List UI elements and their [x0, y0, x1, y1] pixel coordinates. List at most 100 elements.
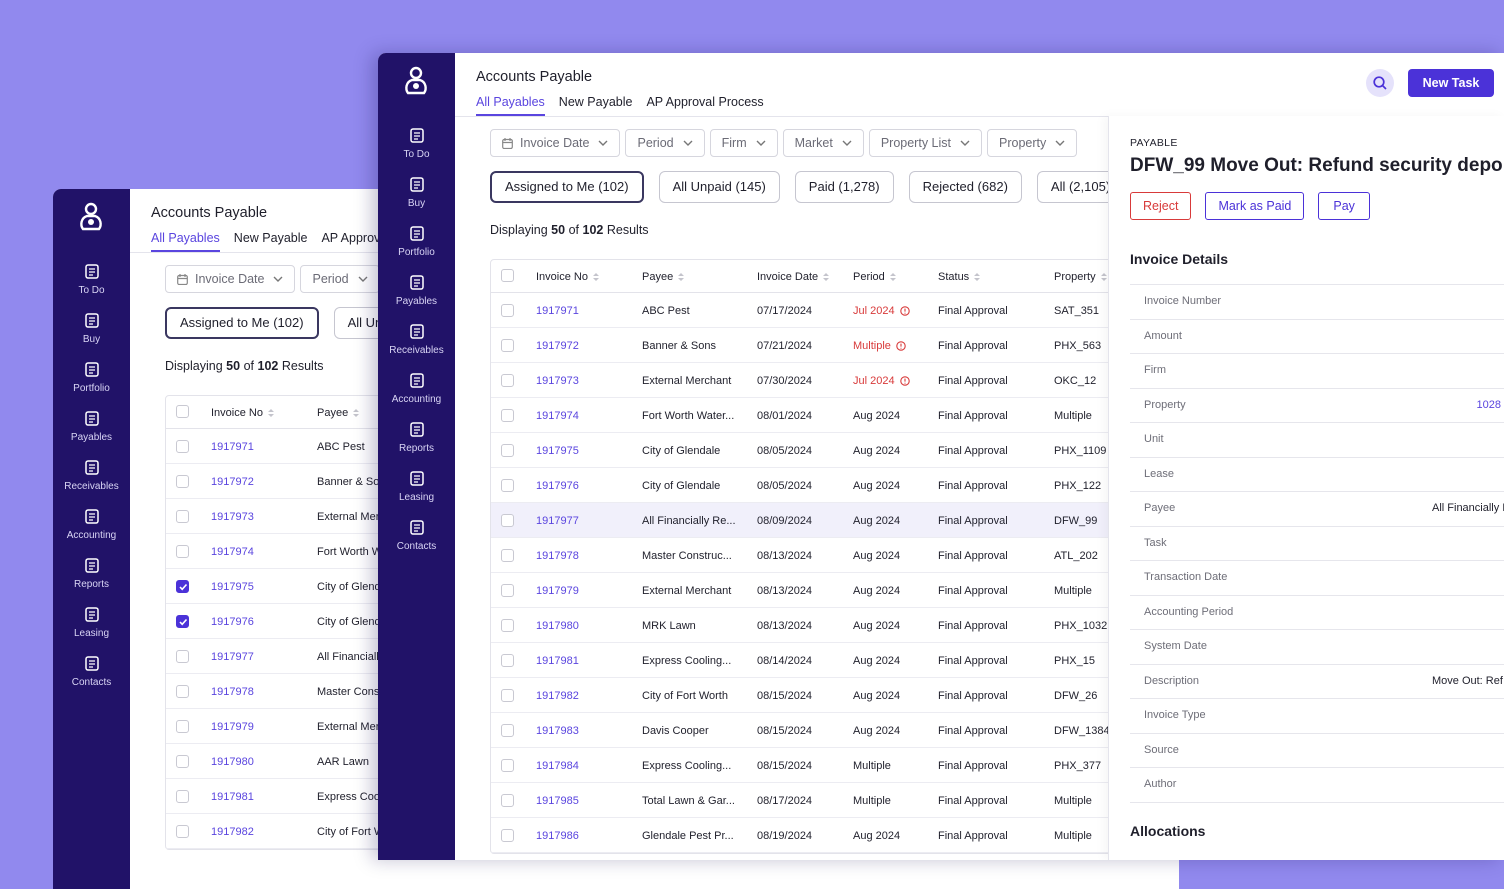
invoice-link[interactable]: 1917974	[536, 409, 579, 422]
table-row[interactable]: 1917981 Express Cooling... 08/14/2024 Aug 2…	[491, 643, 1249, 678]
checkbox[interactable]	[501, 409, 514, 422]
nav-item[interactable]: To Do	[53, 263, 130, 299]
table-row[interactable]: 1917976 City of Glendale 08/05/2024 Aug 202…	[491, 468, 1249, 503]
checkbox[interactable]	[501, 584, 514, 597]
invoice-link[interactable]: 1917977	[536, 514, 579, 527]
nav-item[interactable]: Leasing	[378, 470, 455, 506]
table-row[interactable]: 1917971 ABC Pest 07/17/2024 Jul 2024 Final A…	[491, 293, 1249, 328]
column-header[interactable]: Payee	[642, 260, 685, 293]
table-row[interactable]: 1917973 External Merchant 07/30/2024 Jul 20…	[491, 363, 1249, 398]
filter-chip[interactable]: All Unpaid (145)	[658, 171, 780, 203]
table-row[interactable]: 1917978 Master Construc... 08/13/2024 Aug 2…	[491, 538, 1249, 573]
checkbox[interactable]	[501, 689, 514, 702]
column-header[interactable]: Invoice No	[536, 260, 599, 293]
nav-item[interactable]: Buy	[53, 312, 130, 348]
table-row[interactable]: 1917982 City of Fort Worth 08/15/2024 Aug 2…	[491, 678, 1249, 713]
checkbox[interactable]	[176, 720, 189, 733]
filter-dropdown[interactable]: Invoice Date	[165, 265, 296, 293]
filter-chip[interactable]: Assigned to Me (102)	[165, 307, 319, 339]
action-button[interactable]: Mark as Paid	[1205, 192, 1305, 220]
checkbox[interactable]	[501, 479, 514, 492]
invoice-link[interactable]: 1917971	[536, 304, 579, 317]
tab[interactable]: New Payable	[558, 95, 633, 109]
checkbox[interactable]	[176, 545, 189, 558]
table-row[interactable]: 1917975 City of Glendale 08/05/2024 Aug 202…	[491, 433, 1249, 468]
nav-item[interactable]: Receivables	[53, 459, 130, 495]
invoice-link[interactable]: 1917978	[211, 685, 254, 698]
filter-dropdown[interactable]: Market	[782, 129, 864, 157]
table-row[interactable]: 1917979 External Merchant 08/13/2024 Aug 20…	[491, 573, 1249, 608]
invoice-link[interactable]: 1917979	[211, 720, 254, 733]
filter-dropdown[interactable]: Period	[300, 265, 380, 293]
checkbox[interactable]	[176, 615, 189, 628]
column-header[interactable]: Payee	[317, 396, 360, 429]
filter-chip[interactable]: Assigned to Me (102)	[490, 171, 644, 203]
action-button[interactable]: Reject	[1130, 192, 1192, 220]
invoice-link[interactable]: 1917985	[536, 794, 579, 807]
invoice-link[interactable]: 1917973	[211, 510, 254, 523]
checkbox[interactable]	[501, 444, 514, 457]
nav-item[interactable]: Accounting	[53, 508, 130, 544]
invoice-link[interactable]: 1917982	[536, 689, 579, 702]
nav-item[interactable]: Payables	[53, 410, 130, 446]
invoice-link[interactable]: 1917976	[536, 479, 579, 492]
invoice-link[interactable]: 1917975	[536, 444, 579, 457]
checkbox[interactable]	[176, 790, 189, 803]
checkbox[interactable]	[176, 475, 189, 488]
invoice-link[interactable]: 1917972	[536, 339, 579, 352]
nav-item[interactable]: Accounting	[378, 372, 455, 408]
invoice-link[interactable]: 1917980	[211, 755, 254, 768]
nav-item[interactable]: Leasing	[53, 606, 130, 642]
filter-dropdown[interactable]: Property	[987, 129, 1078, 157]
invoice-link[interactable]: 1917981	[536, 654, 579, 667]
invoice-link[interactable]: 1917979	[536, 584, 579, 597]
checkbox[interactable]	[176, 510, 189, 523]
checkbox[interactable]	[501, 829, 514, 842]
checkbox[interactable]	[501, 339, 514, 352]
checkbox[interactable]	[176, 405, 189, 418]
column-header[interactable]: Invoice No	[211, 396, 274, 429]
checkbox[interactable]	[501, 374, 514, 387]
nav-item[interactable]: Portfolio	[53, 361, 130, 397]
nav-item[interactable]: Payables	[378, 274, 455, 310]
filter-dropdown[interactable]: Property List	[868, 129, 982, 157]
nav-item[interactable]: To Do	[378, 127, 455, 163]
invoice-link[interactable]: 1917984	[536, 759, 579, 772]
invoice-link[interactable]: 1917986	[536, 829, 579, 842]
table-row[interactable]: 1917984 Express Cooling... 08/15/2024 Multi…	[491, 748, 1249, 783]
invoice-link[interactable]: 1917980	[536, 619, 579, 632]
tab[interactable]: AP Approval Process	[646, 95, 764, 109]
table-row[interactable]: 1917980 MRK Lawn 08/13/2024 Aug 2024 Final A…	[491, 608, 1249, 643]
table-row[interactable]: 1917972 Banner & Sons 07/21/2024 Multiple Fi…	[491, 328, 1249, 363]
invoice-link[interactable]: 1917971	[211, 440, 254, 453]
nav-item[interactable]: Reports	[378, 421, 455, 457]
invoice-link[interactable]: 1917983	[536, 724, 579, 737]
nav-item[interactable]: Reports	[53, 557, 130, 593]
action-button[interactable]: Pay	[1318, 192, 1370, 220]
table-row[interactable]: 1917986 Glendale Pest Pr... 08/19/2024 Aug …	[491, 818, 1249, 853]
nav-item[interactable]: Contacts	[378, 519, 455, 555]
checkbox[interactable]	[176, 755, 189, 768]
invoice-link[interactable]: 1917977	[211, 650, 254, 663]
nav-item[interactable]: Contacts	[53, 655, 130, 691]
nav-item[interactable]: Receivables	[378, 323, 455, 359]
checkbox[interactable]	[176, 580, 189, 593]
checkbox[interactable]	[501, 724, 514, 737]
table-row[interactable]: 1917983 Davis Cooper 08/15/2024 Aug 2024 Fin…	[491, 713, 1249, 748]
invoice-link[interactable]: 1917974	[211, 545, 254, 558]
checkbox[interactable]	[176, 440, 189, 453]
new-task-button[interactable]: New Task	[1408, 69, 1494, 97]
nav-item[interactable]: Portfolio	[378, 225, 455, 261]
filter-chip[interactable]: Paid (1,278)	[794, 171, 894, 203]
invoice-link[interactable]: 1917976	[211, 615, 254, 628]
column-header[interactable]: Status	[938, 260, 981, 293]
table-row[interactable]: 1917975 City of Glendale	[166, 569, 924, 604]
search-button[interactable]	[1366, 69, 1394, 97]
filter-dropdown[interactable]: Period	[625, 129, 705, 157]
tab[interactable]: All Payables	[151, 231, 220, 252]
checkbox[interactable]	[501, 549, 514, 562]
table-row[interactable]: 1917985 Total Lawn & Gar... 08/17/2024 Mult…	[491, 783, 1249, 818]
checkbox[interactable]	[501, 759, 514, 772]
invoice-link[interactable]: 1917975	[211, 580, 254, 593]
column-header[interactable]: Property	[1054, 260, 1107, 293]
